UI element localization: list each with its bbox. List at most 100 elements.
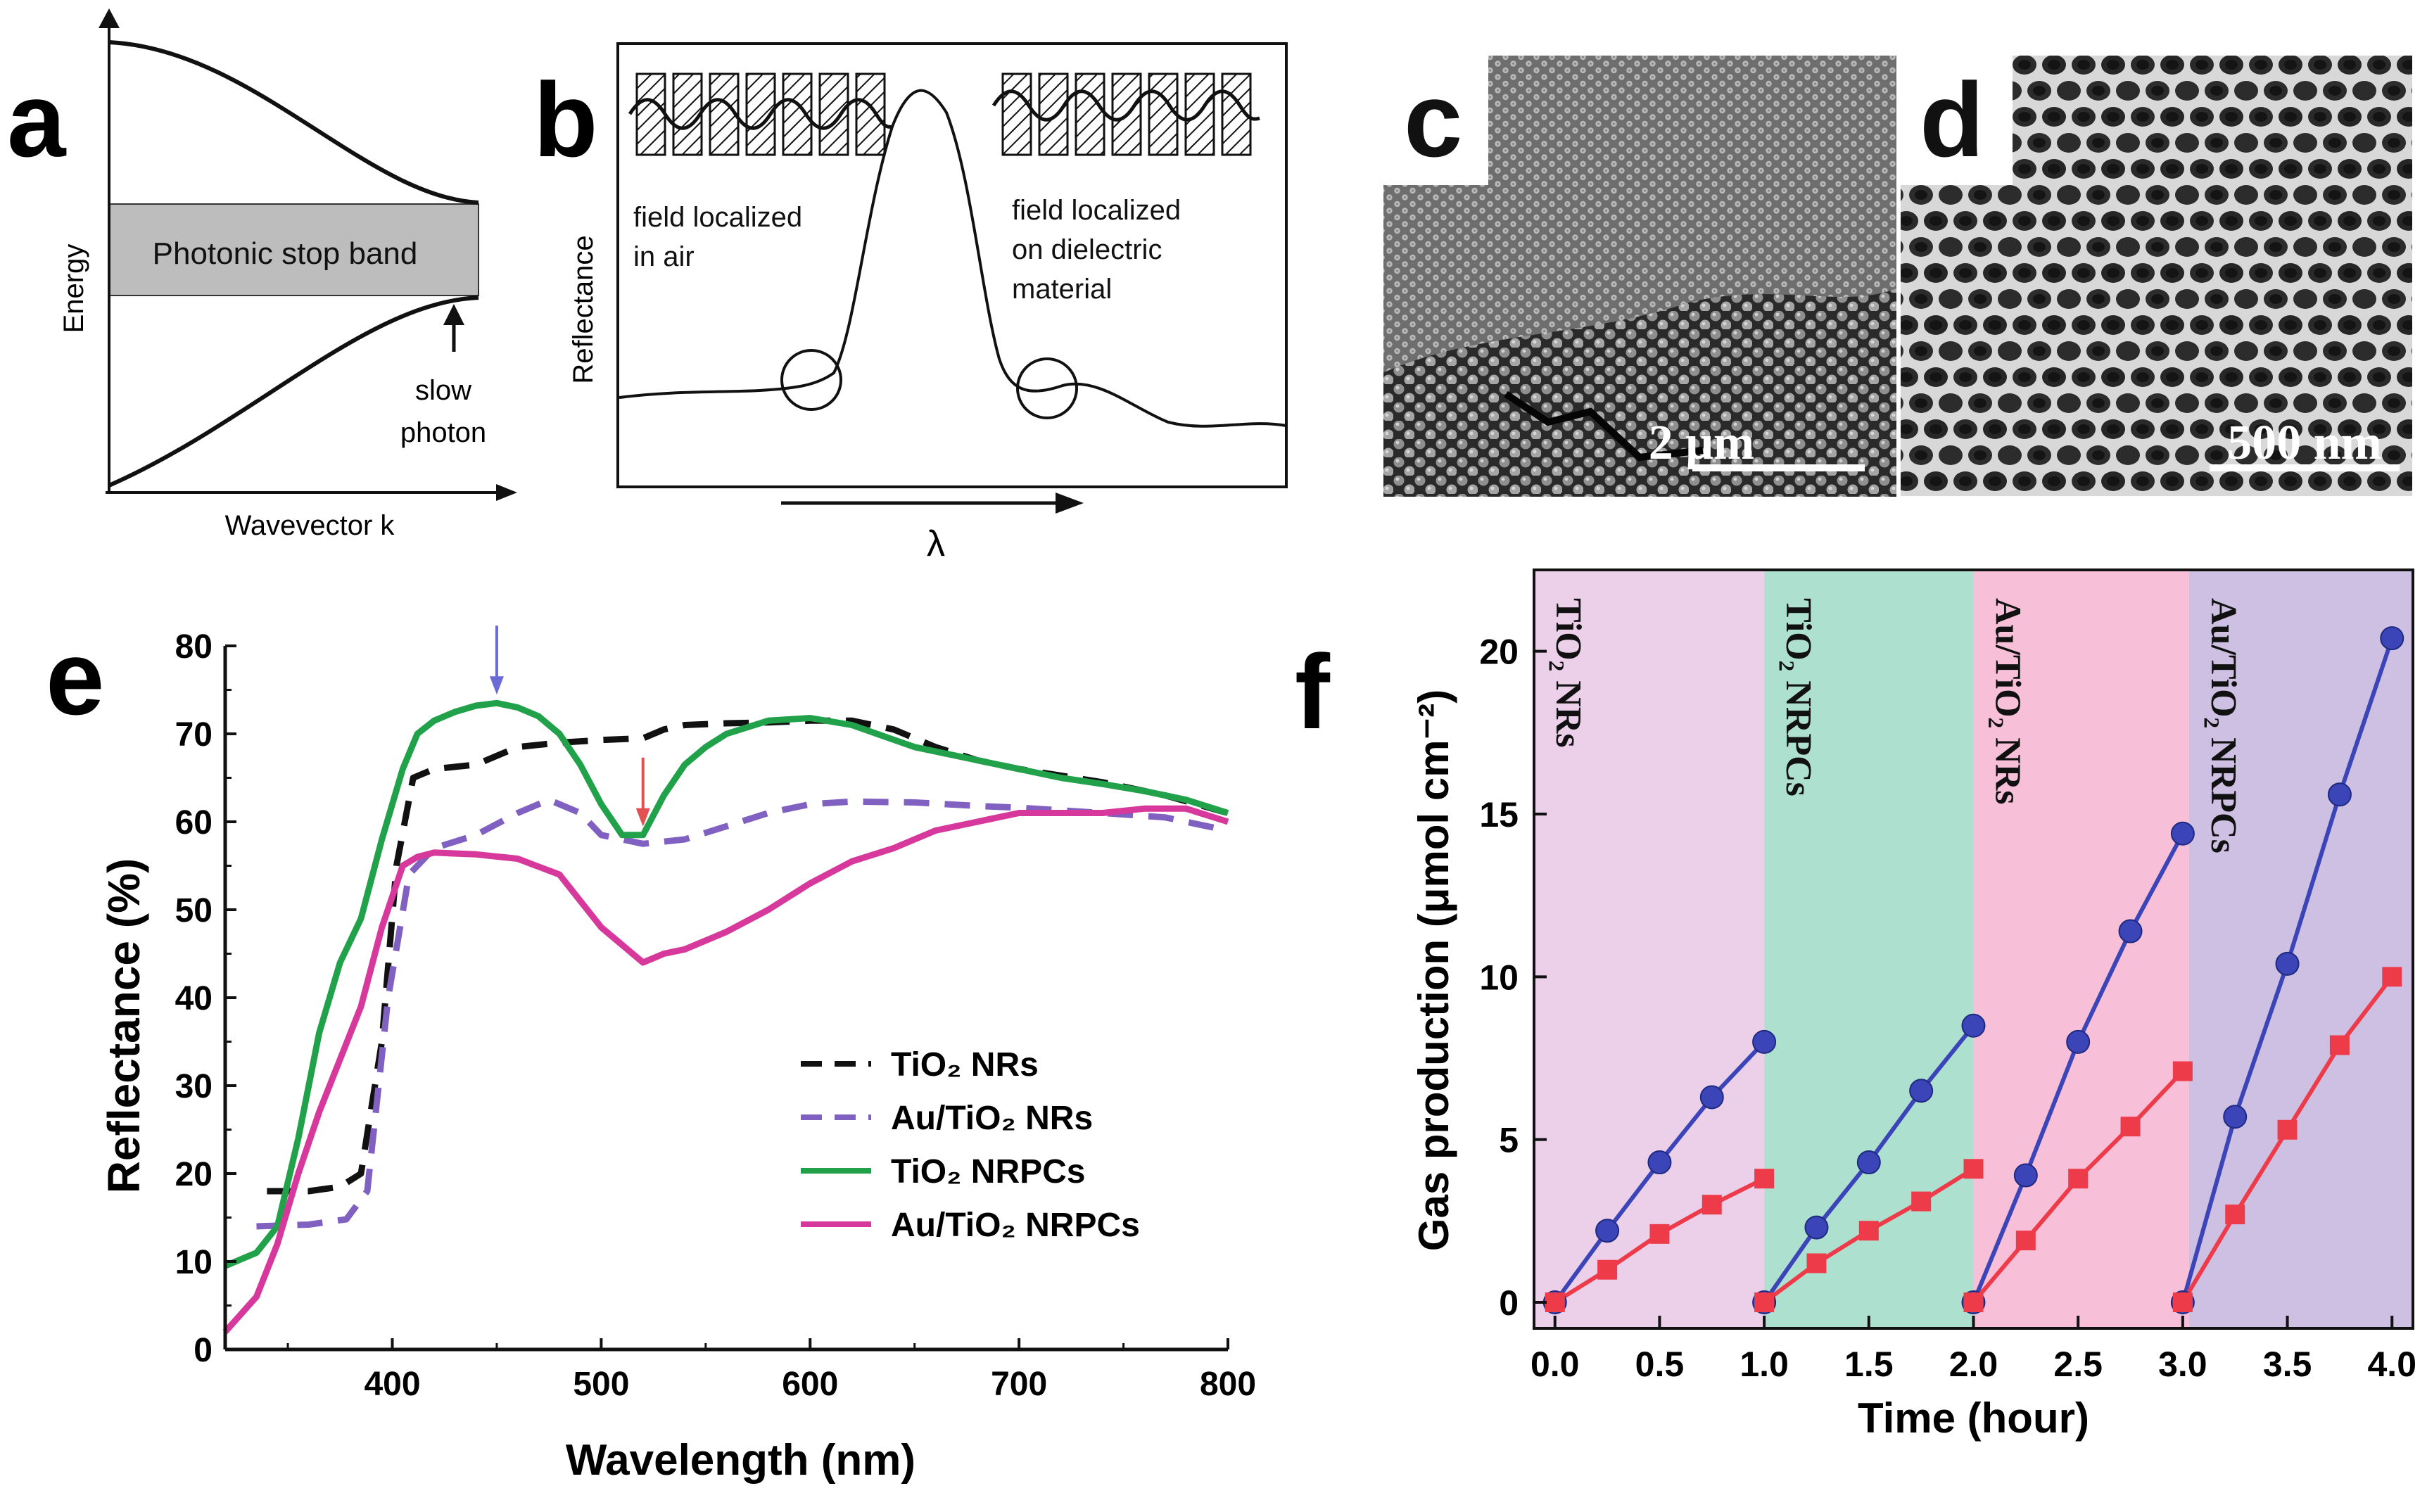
y-tick-label: 40 xyxy=(175,980,213,1017)
slow-photon-label-2: photon xyxy=(400,417,486,448)
legend-label-au-tio-nrs: Au/TiO₂ NRs xyxy=(891,1100,1093,1137)
data-point-red-squares xyxy=(1702,1195,1722,1215)
data-point-red-squares xyxy=(1963,1292,1984,1312)
dielectric-edge-circle xyxy=(1016,357,1078,419)
air-note-line-2: in air xyxy=(633,241,695,272)
y-tick-label: 70 xyxy=(175,716,213,754)
y-tick-label: 30 xyxy=(175,1068,213,1105)
data-point-red-squares xyxy=(1806,1253,1827,1273)
region-au-tio-nrpcs xyxy=(2188,570,2413,1328)
air-note-line-1: field localized xyxy=(633,202,802,233)
slow-photon-arrowhead xyxy=(443,304,464,325)
scale-bar-d-label: 500 nm xyxy=(2227,416,2382,470)
sem-c-sphere-layer xyxy=(1383,288,1896,497)
data-point-blue-circles xyxy=(2066,1029,2091,1054)
data-point-blue-circles xyxy=(1595,1219,1620,1243)
air-mode-lattice xyxy=(628,72,893,156)
x-tick-label: 500 xyxy=(573,1366,629,1403)
region-au-tio-nrs xyxy=(1973,570,2189,1328)
series-line-au-tio-nrpcs xyxy=(222,805,1229,1334)
data-point-blue-circles xyxy=(2013,1163,2038,1188)
wavelength-arrowhead xyxy=(1056,493,1084,514)
data-point-red-squares xyxy=(1649,1224,1670,1244)
region-tio-nrs xyxy=(1534,570,1765,1328)
wavevector-axis-arrowhead xyxy=(496,484,517,501)
x-tick-label: 0.0 xyxy=(1531,1345,1580,1384)
legend-label-tio-nrs: TiO₂ NRs xyxy=(891,1046,1039,1084)
x-tick-label: 2.5 xyxy=(2053,1345,2103,1384)
data-point-red-squares xyxy=(2382,967,2402,987)
series-line-au-tio-nrs xyxy=(256,796,1229,1230)
wavelength-symbol: λ xyxy=(927,523,945,564)
data-point-red-squares xyxy=(2172,1292,2193,1312)
data-point-red-squares xyxy=(1911,1191,1932,1212)
data-point-red-squares xyxy=(2277,1119,2298,1140)
region-label-tio-nrpcs: TiO₂ NRPCs xyxy=(1778,598,1818,796)
data-point-blue-circles xyxy=(1909,1079,1934,1103)
panel-a-label: a xyxy=(7,61,67,179)
marker-arrowhead-2 xyxy=(635,808,650,827)
panel-e-label: e xyxy=(46,618,104,737)
x-tick-label: 400 xyxy=(364,1366,420,1403)
dielectric-note-line-1: field localized xyxy=(1012,195,1181,226)
data-point-red-squares xyxy=(1597,1259,1618,1280)
data-point-blue-circles xyxy=(1752,1029,1777,1054)
energy-axis-arrowhead xyxy=(99,8,120,28)
y-tick-label: 0 xyxy=(1499,1283,1519,1323)
legend-label-tio-nrpcs: TiO₂ NRPCs xyxy=(891,1153,1086,1190)
data-point-blue-circles xyxy=(2170,821,2195,846)
panel-c-label: c xyxy=(1404,61,1462,179)
scale-bar-c-label: 2 μm xyxy=(1649,416,1755,470)
data-point-red-squares xyxy=(2225,1205,2245,1225)
region-label-au-tio-nrpcs: Au/TiO₂ NRPCs xyxy=(2203,598,2243,853)
data-point-red-squares xyxy=(2172,1061,2193,1081)
upper-band-curve xyxy=(108,40,479,205)
sem-c-crack xyxy=(1504,390,1704,462)
chart-e: 0 10 20 30 40 50 60 70 80 400 500 600 700 800 Waveleng… xyxy=(99,625,1256,1485)
data-point-red-squares xyxy=(1963,1159,1984,1179)
marker-arrowhead-1 xyxy=(489,676,504,695)
panel-b: b field localized in air field localized… xyxy=(533,42,1288,564)
reflectance-axis-label: Reflectance xyxy=(568,235,599,383)
y-tick-label: 0 xyxy=(194,1332,213,1369)
dielectric-mode-lattice xyxy=(991,72,1260,156)
data-point-red-squares xyxy=(2120,1117,2141,1137)
data-point-red-squares xyxy=(1545,1292,1565,1312)
data-point-blue-circles xyxy=(1961,1013,1986,1038)
data-point-blue-circles xyxy=(2275,951,2300,976)
chart-f: TiO₂ NRs TiO₂ NRPCs Au/TiO₂ NRs Au/TiO₂ NRP… xyxy=(1410,568,2417,1442)
series-line-tio-nrpcs xyxy=(224,699,1229,1269)
data-point-red-squares xyxy=(1754,1169,1775,1189)
dielectric-note-line-3: material xyxy=(1012,274,1112,305)
y-tick-label: 5 xyxy=(1499,1121,1519,1160)
x-tick-label: 600 xyxy=(782,1366,838,1403)
y-axis-label: Gas production (μmol cm⁻²) xyxy=(1410,690,1457,1251)
stop-band-label: Photonic stop band xyxy=(153,236,418,271)
data-point-blue-circles xyxy=(1804,1215,1829,1240)
region-label-au-tio-nrs: Au/TiO₂ NRs xyxy=(1988,598,2028,805)
x-tick-label: 3.0 xyxy=(2158,1345,2207,1384)
x-axis-label: Time (hour) xyxy=(1858,1395,2089,1442)
sem-c-frame xyxy=(1382,54,1899,500)
panel-c-label-box xyxy=(1383,55,1488,185)
panel-d-label-box xyxy=(1900,55,2013,185)
data-point-blue-circles xyxy=(2223,1105,2248,1129)
y-tick-label: 60 xyxy=(175,804,213,841)
slow-photon-label-1: slow xyxy=(415,375,471,406)
data-point-red-squares xyxy=(1754,1292,1775,1312)
region-label-tio-nrs: TiO₂ NRs xyxy=(1548,598,1588,748)
x-tick-label: 700 xyxy=(991,1366,1047,1403)
y-axis-label: Reflectance (%) xyxy=(99,858,149,1194)
y-tick-label: 80 xyxy=(175,628,213,666)
panel-d-label: d xyxy=(1920,61,1984,179)
panel-e: e 0 10 20 30 40 50 60 70 80 400 500 600 700 800 Wavele… xyxy=(46,618,1256,1485)
y-tick-label: 20 xyxy=(1479,633,1519,672)
region-tio-nrpcs xyxy=(1764,570,1974,1328)
x-tick-label: 2.0 xyxy=(1949,1345,1998,1384)
data-point-blue-circles xyxy=(1856,1150,1881,1175)
x-tick-label: 4.0 xyxy=(2368,1345,2417,1384)
x-tick-label: 1.0 xyxy=(1740,1345,1789,1384)
scale-bar-d xyxy=(2210,464,2400,471)
x-tick-label: 3.5 xyxy=(2263,1345,2312,1384)
